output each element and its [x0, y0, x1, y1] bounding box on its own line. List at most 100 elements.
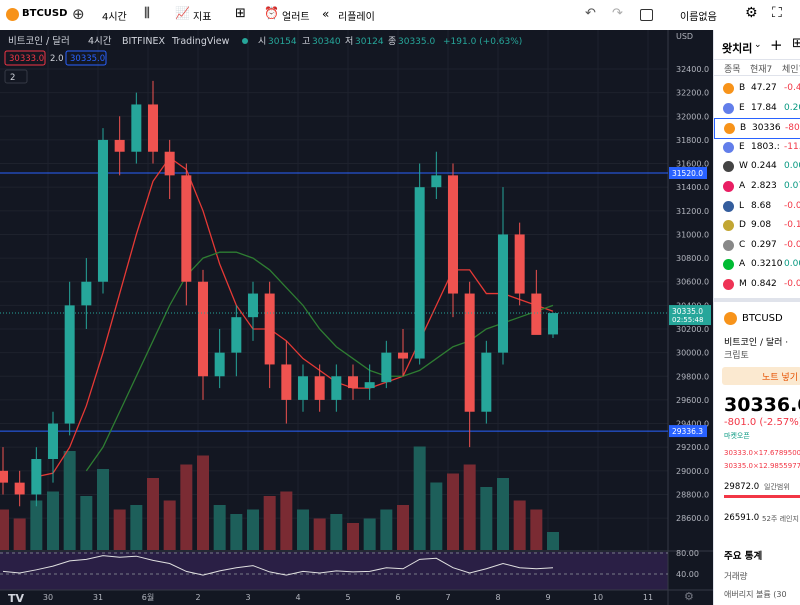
hline-tag — [669, 425, 707, 438]
settings[interactable]: ⚙ — [745, 5, 758, 21]
volume-bar — [63, 451, 76, 550]
y-tick-label: 31400.0 — [676, 183, 709, 192]
volume-bar — [547, 532, 559, 550]
watch-price: 0.297 — [751, 239, 777, 250]
note-button[interactable] — [722, 367, 800, 385]
watch-row[interactable]: A 2.823 0.074 — [714, 177, 800, 196]
key-stats: 주요 통계 — [724, 551, 763, 562]
layout-name[interactable]: 이름없음 — [680, 12, 717, 23]
volume-bar — [263, 496, 276, 550]
watch-row[interactable]: E 17.84 0.20 — [714, 99, 800, 118]
volume-bar — [163, 500, 176, 550]
watch-row[interactable]: C 0.297 -0.00 — [714, 236, 800, 255]
candle-body — [381, 352, 392, 383]
volume-bar — [30, 500, 43, 550]
volume-bar — [247, 509, 259, 550]
coin-icon — [723, 200, 734, 212]
volume-bar — [0, 509, 9, 550]
ask-box[interactable] — [65, 50, 107, 66]
candle-body — [248, 293, 258, 318]
x-tick-label: 30 — [43, 593, 53, 602]
watch-row[interactable]: B 30336 -801. — [714, 118, 800, 140]
y-tick-label: 29600.0 — [676, 396, 709, 405]
candle-body — [164, 151, 175, 176]
volume-bar — [13, 518, 26, 550]
watch-symbol: W — [739, 161, 748, 172]
axis-settings[interactable]: ⚙ — [684, 590, 694, 603]
alert[interactable]: 얼러트 — [282, 12, 310, 23]
add-watch[interactable]: + — [770, 36, 783, 54]
replay[interactable]: 리플레이 — [338, 12, 375, 23]
last-price-label: 30335.0 — [672, 307, 703, 316]
x-tick-label: 2 — [195, 593, 200, 602]
candle-body — [514, 234, 525, 294]
note-label: 노트 넣기 — [762, 373, 798, 383]
watch-row[interactable]: M 0.842 -0.01 — [714, 275, 800, 294]
detail-symbol[interactable]: BTCUSD — [742, 313, 783, 324]
y-tick-label: 28600.0 — [676, 514, 709, 523]
candle-body — [131, 104, 142, 152]
add-symbol[interactable]: ⊕ — [72, 5, 85, 23]
watch-row[interactable]: W0.244 0.000 — [714, 157, 800, 176]
y-tick-label: 29000.0 — [676, 467, 709, 476]
watch-row[interactable]: B 47.27 -0.47 — [714, 79, 800, 98]
day-range-label: 일간범위 — [764, 483, 790, 491]
volume-bar — [130, 505, 143, 550]
watch-row[interactable]: E 1803.: -11.7 — [714, 138, 800, 157]
coin-icon — [723, 259, 734, 271]
candle-body — [14, 482, 25, 495]
watch-row[interactable]: L 8.68 -0.03 — [714, 197, 800, 216]
candle-body — [481, 352, 492, 412]
volume-bar — [313, 518, 326, 550]
divider — [714, 298, 800, 302]
symbol-icon — [724, 312, 737, 325]
candle-body — [548, 313, 558, 335]
y-tick-label: 29800.0 — [676, 372, 709, 381]
ma-line — [85, 251, 554, 472]
watch-price: 0.244 — [751, 161, 777, 172]
day-low: 29872.0 — [724, 482, 760, 492]
ohlc-label: 고 — [302, 37, 310, 47]
y-tick-label: 31600.0 — [676, 160, 709, 169]
watch-more[interactable]: ⊞ — [792, 36, 800, 51]
y-tick-label: 30200.0 — [676, 325, 709, 334]
side-panel: 왓치리 ⌄ + ⊞ 종목 현재7 체인7 B 47.27 -0.47 E 17.84 0.… — [713, 30, 800, 605]
watch-row[interactable]: D 9.08 -0.15 — [714, 216, 800, 235]
volume-bar — [113, 509, 126, 550]
undo[interactable]: ↶ — [585, 6, 596, 21]
market-status: 마켓오픈 — [724, 432, 750, 440]
watchlist-menu[interactable]: ⌄ — [754, 40, 762, 50]
watchlist-title[interactable]: 왓치리 — [722, 42, 753, 55]
interval[interactable]: 4시간 — [102, 12, 127, 23]
watch-change: 0.074 — [784, 181, 800, 191]
last-price-tag — [669, 305, 711, 326]
indicators[interactable]: 지표 — [193, 12, 212, 23]
x-tick-label: 31 — [93, 593, 103, 602]
watch-change: 0.002 — [784, 259, 800, 270]
bid-box[interactable] — [4, 50, 46, 66]
candle-body — [31, 459, 42, 495]
symbol[interactable]: BTCUSD — [22, 8, 68, 19]
candle-body — [48, 423, 58, 459]
watch-change: -0.15 — [784, 220, 800, 231]
volume-bar — [47, 491, 59, 550]
candle-body — [414, 187, 425, 359]
redo[interactable]: ↷ — [612, 6, 623, 21]
candle-body — [0, 470, 8, 483]
market-dot — [242, 38, 248, 44]
y-tick-label: 28800.0 — [676, 490, 709, 499]
candle-body — [314, 376, 325, 400]
chart-type[interactable]: ⫼ — [144, 6, 150, 21]
coin-icon — [723, 181, 734, 192]
collapse-box[interactable] — [4, 69, 28, 84]
coin-icon — [723, 161, 734, 173]
y-tick-label: 31200.0 — [676, 207, 709, 216]
coin-icon — [723, 102, 734, 114]
volume-bar — [447, 473, 459, 550]
legend-exchange: BITFINEX — [122, 36, 165, 47]
templates[interactable]: ⊞ — [235, 6, 246, 21]
currency: USD — [676, 32, 693, 41]
x-tick-label: 4 — [295, 593, 300, 602]
fullscreen[interactable]: ⛶ — [772, 5, 782, 21]
